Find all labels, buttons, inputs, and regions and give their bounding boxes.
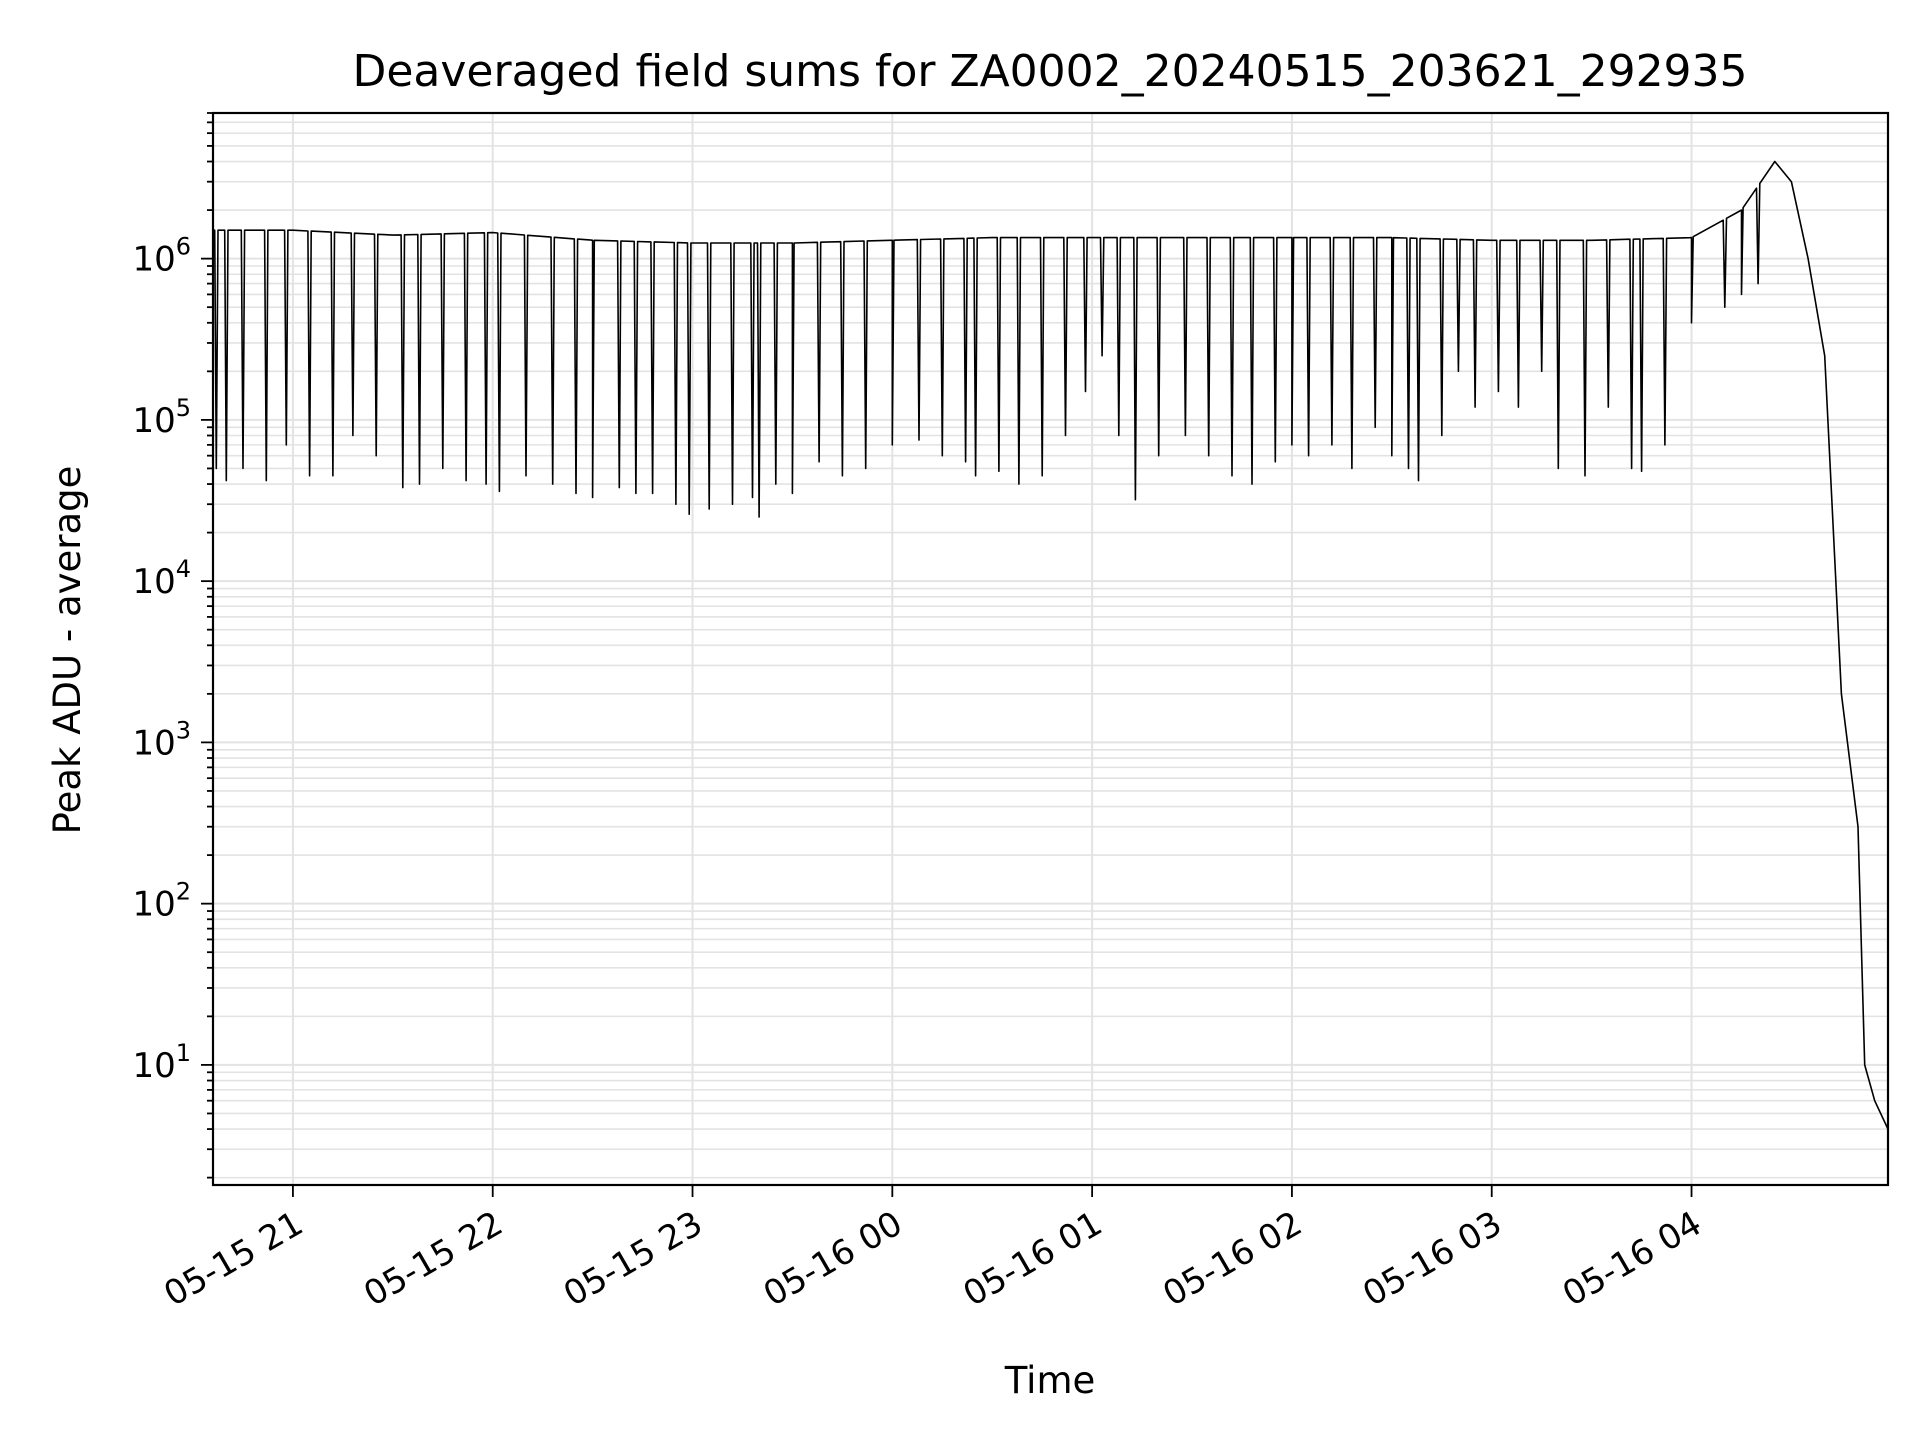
plot-frame	[211, 111, 1890, 1187]
y-tick-label: 105	[132, 394, 191, 441]
y-tick-label: 104	[132, 555, 191, 602]
y-tick-label: 103	[132, 716, 191, 763]
series-line	[213, 160, 1889, 1130]
y-axis-label: Peak ADU - average	[46, 466, 89, 835]
y-tick-label: 101	[132, 1039, 191, 1086]
x-axis-label: Time	[1004, 1359, 1096, 1402]
y-tick-label: 106	[132, 233, 191, 280]
data-line	[213, 160, 1889, 1130]
grid	[213, 112, 1888, 1185]
y-tick-label: 102	[132, 878, 191, 925]
y-axis: 101 102 103 104 105 106	[132, 112, 213, 1179]
chart-title: Deaveraged field sums for ZA0002_2024051…	[352, 46, 1747, 97]
